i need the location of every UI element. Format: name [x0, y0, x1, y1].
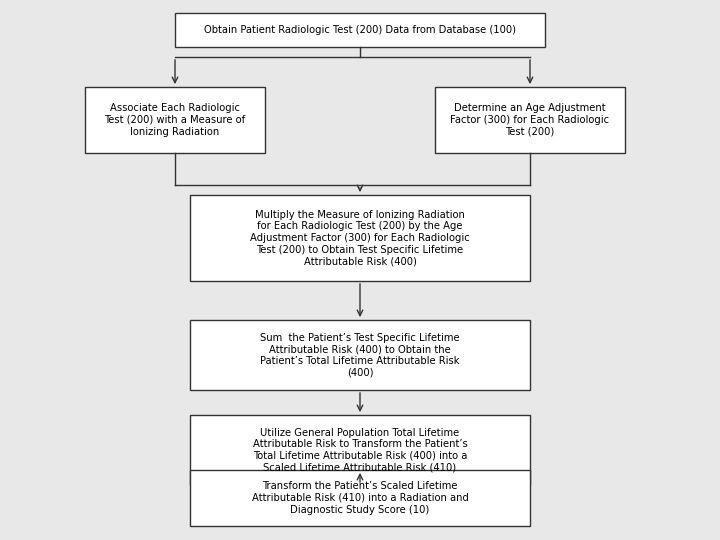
- Text: Sum  the Patient’s Test Specific Lifetime
Attributable Risk (400) to Obtain the
: Sum the Patient’s Test Specific Lifetime…: [260, 333, 460, 377]
- Bar: [85, 87, 265, 153]
- Text: Utilize General Population Total Lifetime
Attributable Risk to Transform the Pat: Utilize General Population Total Lifetim…: [253, 428, 467, 472]
- Bar: [190, 195, 530, 281]
- Bar: [435, 87, 625, 153]
- Text: Transform the Patient’s Scaled Lifetime
Attributable Risk (410) into a Radiation: Transform the Patient’s Scaled Lifetime …: [251, 481, 469, 515]
- Text: Associate Each Radiologic
Test (200) with a Measure of
Ionizing Radiation: Associate Each Radiologic Test (200) wit…: [104, 103, 246, 137]
- Bar: [175, 13, 545, 47]
- Bar: [190, 415, 530, 485]
- Text: Multiply the Measure of Ionizing Radiation
for Each Radiologic Test (200) by the: Multiply the Measure of Ionizing Radiati…: [250, 210, 470, 266]
- Bar: [190, 470, 530, 526]
- Text: Obtain Patient Radiologic Test (200) Data from Database (100): Obtain Patient Radiologic Test (200) Dat…: [204, 25, 516, 35]
- Bar: [190, 320, 530, 390]
- Text: Determine an Age Adjustment
Factor (300) for Each Radiologic
Test (200): Determine an Age Adjustment Factor (300)…: [451, 103, 610, 137]
